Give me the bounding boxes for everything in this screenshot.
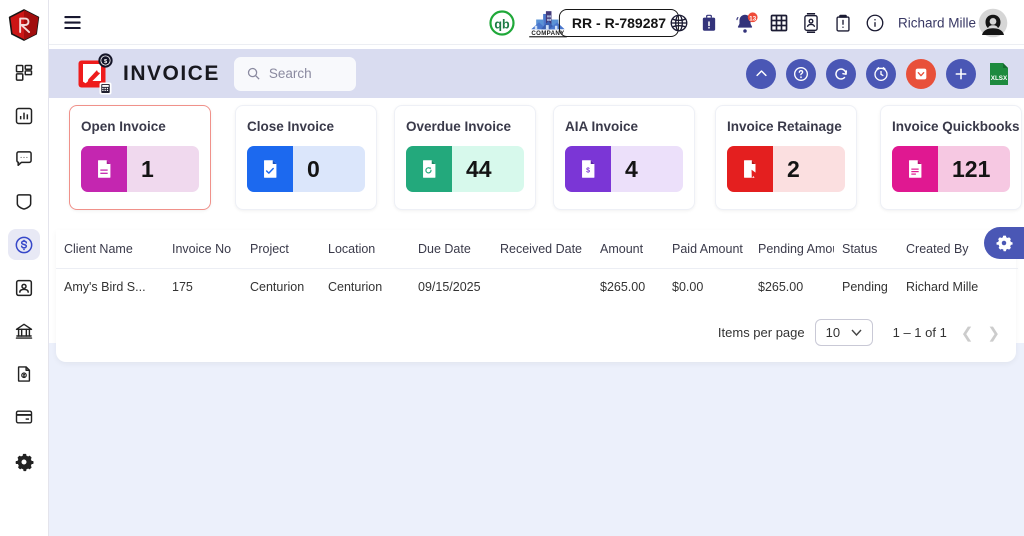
svg-text:XLSX: XLSX — [991, 75, 1008, 82]
svg-text:13: 13 — [749, 15, 757, 22]
svg-text:$: $ — [586, 168, 590, 175]
svg-text:qb: qb — [494, 17, 510, 31]
